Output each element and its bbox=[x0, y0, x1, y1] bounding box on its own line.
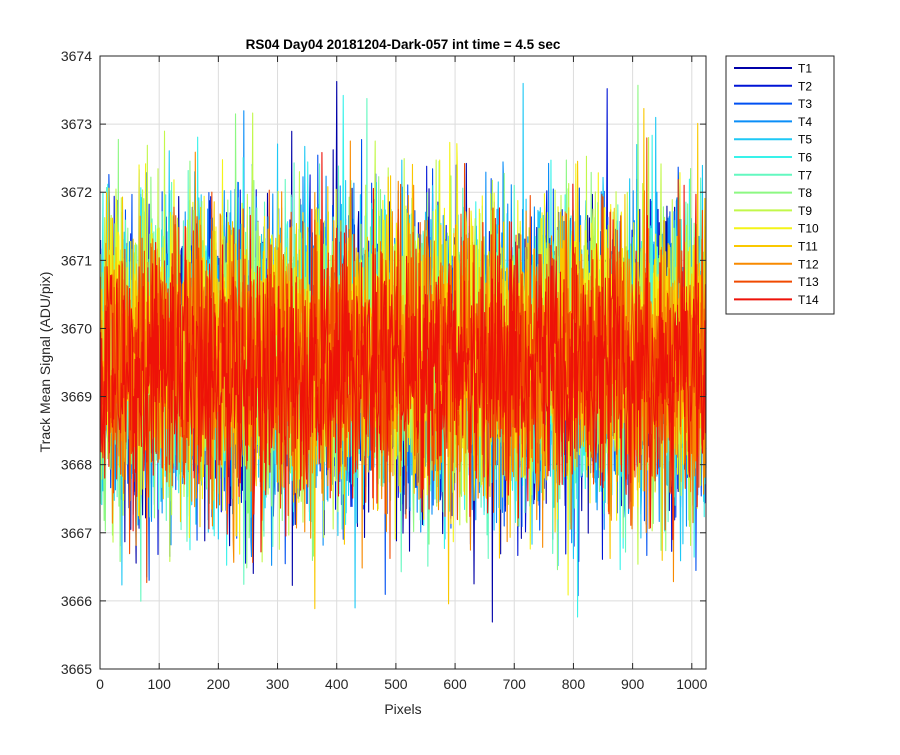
legend-entry: T1 bbox=[734, 62, 812, 76]
legend-entry: T6 bbox=[734, 151, 812, 165]
y-tick-label: 3672 bbox=[61, 184, 92, 200]
series-line-t14 bbox=[100, 151, 707, 553]
axis-ticks bbox=[99, 55, 706, 670]
x-tick-label: 800 bbox=[562, 676, 586, 692]
series-lines bbox=[100, 81, 707, 623]
x-tick-label: 600 bbox=[443, 676, 467, 692]
legend: T1 T2 T3 T4 T5 T6 T7 T8 T9 T10 T11 T12 T13 T14 bbox=[725, 55, 835, 315]
legend-entry: T5 bbox=[734, 133, 812, 147]
legend-entry: T9 bbox=[734, 204, 812, 218]
legend-label: T5 bbox=[798, 133, 812, 147]
y-tick-label: 3670 bbox=[61, 320, 92, 336]
legend-label: T10 bbox=[798, 222, 819, 236]
y-tick-label: 3671 bbox=[61, 252, 92, 268]
legend-box bbox=[725, 55, 835, 315]
legend-label: T4 bbox=[798, 115, 812, 129]
legend-entry: T14 bbox=[734, 293, 819, 307]
x-tick-label: 700 bbox=[503, 676, 527, 692]
x-tick-labels: 0 100 200 300 400 500 600 700 800 900 1000 bbox=[96, 676, 707, 692]
x-tick-label: 500 bbox=[384, 676, 408, 692]
legend-label: T9 bbox=[798, 204, 812, 218]
legend-entry: T11 bbox=[734, 240, 818, 254]
y-tick-labels: 3665 3666 3667 3668 3669 3670 3671 3672 3673 3674 bbox=[61, 48, 92, 677]
legend-label: T12 bbox=[798, 257, 819, 271]
y-tick-label: 3665 bbox=[61, 661, 92, 677]
legend-entry: T8 bbox=[734, 186, 812, 200]
y-tick-label: 3674 bbox=[61, 48, 92, 64]
legend-entry: T2 bbox=[734, 79, 812, 93]
legend-label: T11 bbox=[798, 240, 818, 254]
legend-entry: T10 bbox=[734, 222, 819, 236]
x-tick-label: 400 bbox=[325, 676, 349, 692]
legend-label: T8 bbox=[798, 186, 812, 200]
chart-title: RS04 Day04 20181204-Dark-057 int time = … bbox=[246, 37, 561, 52]
y-tick-label: 3668 bbox=[61, 457, 92, 473]
x-tick-label: 300 bbox=[266, 676, 290, 692]
legend-label: T2 bbox=[798, 79, 812, 93]
legend-label: T1 bbox=[798, 62, 812, 76]
legend-label: T6 bbox=[798, 151, 812, 165]
legend-label: T14 bbox=[798, 293, 819, 307]
y-tick-label: 3667 bbox=[61, 525, 92, 541]
x-tick-label: 900 bbox=[621, 676, 645, 692]
y-axis-label: Track Mean Signal (ADU/pix) bbox=[37, 272, 53, 453]
legend-entry: T12 bbox=[734, 257, 819, 271]
y-tick-label: 3666 bbox=[61, 593, 92, 609]
legend-entry: T4 bbox=[734, 115, 812, 129]
legend-entry: T7 bbox=[734, 168, 812, 182]
x-tick-label: 1000 bbox=[676, 676, 707, 692]
legend-label: T3 bbox=[798, 97, 812, 111]
y-tick-label: 3669 bbox=[61, 389, 92, 405]
x-tick-label: 0 bbox=[96, 676, 104, 692]
legend-label: T7 bbox=[798, 168, 812, 182]
x-tick-label: 100 bbox=[148, 676, 172, 692]
legend-entry: T3 bbox=[734, 97, 812, 111]
legend-label: T13 bbox=[798, 275, 819, 289]
plot-frame bbox=[99, 55, 707, 670]
x-tick-label: 200 bbox=[207, 676, 231, 692]
y-tick-label: 3673 bbox=[61, 116, 92, 132]
legend-entry: T13 bbox=[734, 275, 819, 289]
x-axis-label: Pixels bbox=[384, 701, 421, 717]
